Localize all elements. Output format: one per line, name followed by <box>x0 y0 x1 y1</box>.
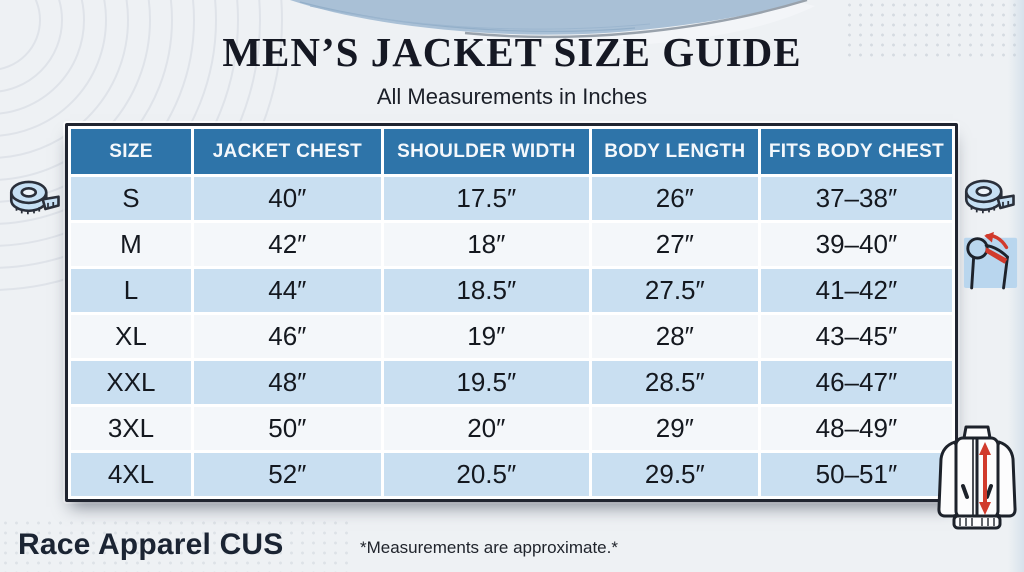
page-title: MEN’S JACKET SIZE GUIDE <box>222 29 802 75</box>
size-table-frame: SIZE JACKET CHEST SHOULDER WIDTH BODY LENGT… <box>65 123 958 502</box>
table-row: S 40″ 17.5″ 26″ 37–38″ <box>71 177 952 220</box>
measure-cell: 27″ <box>591 223 758 266</box>
page-subtitle: All Measurements in Inches <box>376 84 648 109</box>
measure-cell: 18.5″ <box>383 269 589 312</box>
column-header: FITS BODY CHEST <box>760 129 952 174</box>
measurements-footnote: *Measurements are approximate.* <box>360 538 618 557</box>
column-header: SIZE <box>71 129 191 174</box>
measure-cell: 20″ <box>383 407 589 450</box>
table-row: 3XL 50″ 20″ 29″ 48–49″ <box>71 407 952 450</box>
size-cell: L <box>71 269 191 312</box>
table-row: XXL 48″ 19.5″ 28.5″ 46–47″ <box>71 361 952 404</box>
measure-cell: 48–49″ <box>760 407 952 450</box>
measure-cell: 27.5″ <box>591 269 758 312</box>
column-header: JACKET CHEST <box>193 129 381 174</box>
measure-cell: 19″ <box>383 315 589 358</box>
table-body: S 40″ 17.5″ 26″ 37–38″ M 42″ 18″ 27″ 39–40″ L 44″ 18… <box>71 177 952 496</box>
brand-text: Race Apparel CUS <box>18 528 284 561</box>
size-cell: XL <box>71 315 191 358</box>
size-cell: S <box>71 177 191 220</box>
measure-cell: 39–40″ <box>760 223 952 266</box>
size-cell: 3XL <box>71 407 191 450</box>
column-header: BODY LENGTH <box>591 129 758 174</box>
measure-cell: 29.5″ <box>591 453 758 496</box>
measure-cell: 48″ <box>193 361 381 404</box>
size-cell: XXL <box>71 361 191 404</box>
measure-cell: 28″ <box>591 315 758 358</box>
table-row: L 44″ 18.5″ 27.5″ 41–42″ <box>71 269 952 312</box>
column-header: SHOULDER WIDTH <box>383 129 589 174</box>
measure-cell: 19.5″ <box>383 361 589 404</box>
measure-cell: 50″ <box>193 407 381 450</box>
measure-cell: 28.5″ <box>591 361 758 404</box>
tape-measure-icon <box>9 180 60 215</box>
measure-cell: 29″ <box>591 407 758 450</box>
measure-cell: 46–47″ <box>760 361 952 404</box>
measure-cell: 50–51″ <box>760 453 952 496</box>
measure-cell: 20.5″ <box>383 453 589 496</box>
measure-cell: 44″ <box>193 269 381 312</box>
table-header-row: SIZE JACKET CHEST SHOULDER WIDTH BODY LENGT… <box>71 129 952 174</box>
size-cell: M <box>71 223 191 266</box>
table-row: XL 46″ 19″ 28″ 43–45″ <box>71 315 952 358</box>
table-row: M 42″ 18″ 27″ 39–40″ <box>71 223 952 266</box>
measure-cell: 46″ <box>193 315 381 358</box>
size-cell: 4XL <box>71 453 191 496</box>
measure-cell: 52″ <box>193 453 381 496</box>
measure-cell: 17.5″ <box>383 177 589 220</box>
measure-cell: 26″ <box>591 177 758 220</box>
measure-cell: 18″ <box>383 223 589 266</box>
measure-cell: 37–38″ <box>760 177 952 220</box>
measure-cell: 40″ <box>193 177 381 220</box>
measure-cell: 43–45″ <box>760 315 952 358</box>
table-row: 4XL 52″ 20.5″ 29.5″ 50–51″ <box>71 453 952 496</box>
size-table: SIZE JACKET CHEST SHOULDER WIDTH BODY LENGT… <box>68 126 955 499</box>
measure-cell: 42″ <box>193 223 381 266</box>
measure-cell: 41–42″ <box>760 269 952 312</box>
